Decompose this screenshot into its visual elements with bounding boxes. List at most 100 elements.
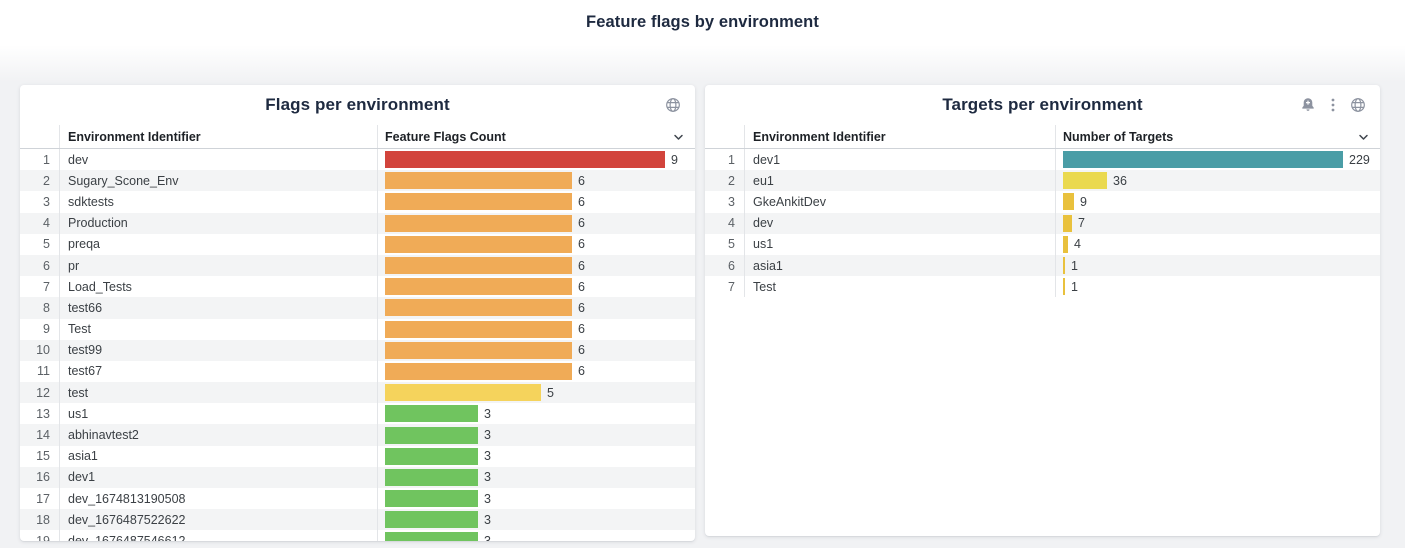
environment-identifier-cell[interactable]: asia1: [745, 255, 1056, 276]
value-bar[interactable]: [385, 405, 478, 422]
table-row[interactable]: 5us14: [705, 234, 1380, 255]
environment-identifier-cell[interactable]: asia1: [60, 446, 378, 467]
table-row[interactable]: 16dev13: [20, 467, 695, 488]
value-bar[interactable]: [385, 448, 478, 465]
column-header-feature-flags-count[interactable]: Feature Flags Count: [378, 125, 695, 148]
value-bar[interactable]: [1063, 278, 1065, 295]
environment-identifier-cell[interactable]: eu1: [745, 170, 1056, 191]
value-bar[interactable]: [385, 469, 478, 486]
table-row[interactable]: 6asia11: [705, 255, 1380, 276]
table-row[interactable]: 8test666: [20, 297, 695, 318]
value-bar-cell[interactable]: 3: [378, 530, 695, 541]
value-bar-cell[interactable]: 1: [1056, 255, 1380, 276]
environment-identifier-cell[interactable]: dev_1676487522622: [60, 509, 378, 530]
environment-identifier-cell[interactable]: dev: [60, 149, 378, 170]
value-bar[interactable]: [385, 342, 572, 359]
environment-identifier-cell[interactable]: abhinavtest2: [60, 424, 378, 445]
table-row[interactable]: 11test676: [20, 361, 695, 382]
environment-identifier-cell[interactable]: test67: [60, 361, 378, 382]
value-bar-cell[interactable]: 5: [378, 382, 695, 403]
value-bar-cell[interactable]: 3: [378, 446, 695, 467]
value-bar[interactable]: [385, 172, 572, 189]
value-bar-cell[interactable]: 3: [378, 403, 695, 424]
environment-identifier-cell[interactable]: dev1: [60, 467, 378, 488]
table-row[interactable]: 4dev7: [705, 213, 1380, 234]
environment-identifier-cell[interactable]: dev1: [745, 149, 1056, 170]
value-bar-cell[interactable]: 6: [378, 255, 695, 276]
table-row[interactable]: 15asia13: [20, 446, 695, 467]
value-bar-cell[interactable]: 6: [378, 276, 695, 297]
table-row[interactable]: 13us13: [20, 403, 695, 424]
table-row[interactable]: 3GkeAnkitDev9: [705, 191, 1380, 212]
value-bar-cell[interactable]: 3: [378, 424, 695, 445]
value-bar[interactable]: [1063, 172, 1107, 189]
value-bar[interactable]: [385, 236, 572, 253]
table-row[interactable]: 14abhinavtest23: [20, 424, 695, 445]
environment-identifier-cell[interactable]: preqa: [60, 234, 378, 255]
environment-identifier-cell[interactable]: Sugary_Scone_Env: [60, 170, 378, 191]
environment-identifier-cell[interactable]: test99: [60, 340, 378, 361]
globe-icon[interactable]: [665, 97, 681, 113]
environment-identifier-cell[interactable]: Production: [60, 213, 378, 234]
chevron-down-icon[interactable]: [672, 130, 685, 143]
environment-identifier-cell[interactable]: us1: [60, 403, 378, 424]
table-row[interactable]: 17dev_16748131905083: [20, 488, 695, 509]
globe-icon[interactable]: [1350, 97, 1366, 113]
table-row[interactable]: 2eu136: [705, 170, 1380, 191]
value-bar[interactable]: [385, 532, 478, 541]
value-bar-cell[interactable]: 9: [1056, 191, 1380, 212]
environment-identifier-cell[interactable]: pr: [60, 255, 378, 276]
environment-identifier-cell[interactable]: dev_1676487546612: [60, 530, 378, 541]
kebab-menu-icon[interactable]: [1331, 97, 1335, 113]
environment-identifier-cell[interactable]: dev: [745, 213, 1056, 234]
value-bar-cell[interactable]: 6: [378, 319, 695, 340]
environment-identifier-cell[interactable]: us1: [745, 234, 1056, 255]
column-header-environment-identifier[interactable]: Environment Identifier: [745, 125, 1056, 148]
environment-identifier-cell[interactable]: GkeAnkitDev: [745, 191, 1056, 212]
value-bar-cell[interactable]: 36: [1056, 170, 1380, 191]
value-bar[interactable]: [385, 427, 478, 444]
value-bar-cell[interactable]: 6: [378, 170, 695, 191]
table-row[interactable]: 18dev_16764875226223: [20, 509, 695, 530]
value-bar-cell[interactable]: 3: [378, 488, 695, 509]
value-bar-cell[interactable]: 7: [1056, 213, 1380, 234]
value-bar-cell[interactable]: 6: [378, 340, 695, 361]
table-row[interactable]: 1dev9: [20, 149, 695, 170]
value-bar-cell[interactable]: 6: [378, 234, 695, 255]
value-bar[interactable]: [1063, 151, 1343, 168]
table-row[interactable]: 1dev1229: [705, 149, 1380, 170]
environment-identifier-cell[interactable]: sdktests: [60, 191, 378, 212]
table-row[interactable]: 6pr6: [20, 255, 695, 276]
value-bar-cell[interactable]: 6: [378, 191, 695, 212]
value-bar[interactable]: [385, 363, 572, 380]
value-bar[interactable]: [1063, 193, 1074, 210]
environment-identifier-cell[interactable]: test66: [60, 297, 378, 318]
value-bar[interactable]: [385, 151, 665, 168]
environment-identifier-cell[interactable]: dev_1674813190508: [60, 488, 378, 509]
table-row[interactable]: 10test996: [20, 340, 695, 361]
value-bar[interactable]: [385, 321, 572, 338]
column-header-number-of-targets[interactable]: Number of Targets: [1056, 125, 1380, 148]
column-header-environment-identifier[interactable]: Environment Identifier: [60, 125, 378, 148]
table-row[interactable]: 19dev_16764875466123: [20, 530, 695, 541]
chevron-down-icon[interactable]: [1357, 130, 1370, 143]
value-bar[interactable]: [385, 193, 572, 210]
value-bar[interactable]: [385, 278, 572, 295]
bell-plus-icon[interactable]: [1300, 97, 1316, 113]
environment-identifier-cell[interactable]: Test: [745, 276, 1056, 297]
value-bar[interactable]: [385, 299, 572, 316]
value-bar[interactable]: [385, 384, 541, 401]
table-row[interactable]: 3sdktests6: [20, 191, 695, 212]
table-row[interactable]: 12test5: [20, 382, 695, 403]
value-bar[interactable]: [385, 215, 572, 232]
table-row[interactable]: 2Sugary_Scone_Env6: [20, 170, 695, 191]
table-row[interactable]: 5preqa6: [20, 234, 695, 255]
value-bar-cell[interactable]: 6: [378, 213, 695, 234]
value-bar[interactable]: [1063, 236, 1068, 253]
environment-identifier-cell[interactable]: Test: [60, 319, 378, 340]
table-row[interactable]: 4Production6: [20, 213, 695, 234]
value-bar[interactable]: [385, 490, 478, 507]
value-bar[interactable]: [385, 257, 572, 274]
value-bar[interactable]: [1063, 257, 1065, 274]
table-row[interactable]: 9Test6: [20, 319, 695, 340]
